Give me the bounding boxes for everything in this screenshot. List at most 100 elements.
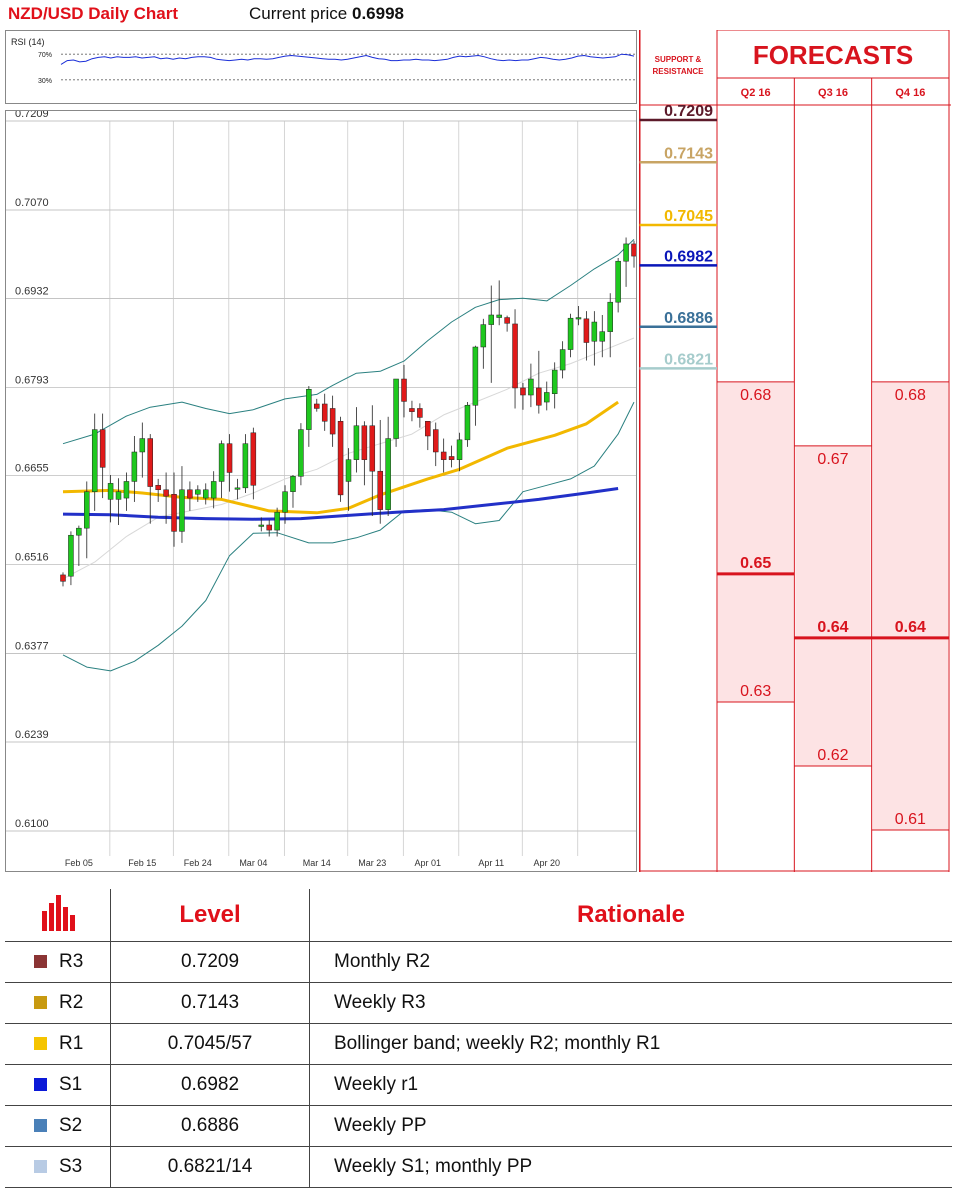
forecast-low: 0.61 (895, 811, 926, 828)
candle-body (361, 425, 368, 460)
rsi-line (60, 53, 635, 65)
x-tick-label: Mar 14 (303, 858, 331, 868)
candle-body (591, 321, 598, 342)
candle-body (115, 491, 122, 500)
y-tick-label: 0.6239 (15, 729, 49, 741)
forecast-high: 0.68 (740, 387, 771, 404)
forecast-mid: 0.64 (895, 619, 926, 636)
moving-average-blue (62, 487, 619, 521)
candle-body (472, 346, 479, 406)
candle-body (551, 369, 558, 394)
bar-chart-icon (41, 894, 75, 931)
chart-title: NZD/USD Daily Chart (8, 4, 179, 23)
level-swatch (34, 1119, 47, 1132)
candle-body (274, 511, 280, 531)
level-value: 0.7143 (110, 982, 310, 1024)
candle-body (432, 429, 439, 453)
sr-level-value: 0.7045 (664, 208, 713, 225)
table-row: R2 0.7143 Weekly R3 (5, 982, 952, 1024)
level-rationale: Weekly PP (309, 1105, 952, 1147)
candle-body (258, 524, 265, 527)
candle-body (147, 438, 153, 487)
level-rationale: Monthly R2 (309, 941, 952, 983)
bar-chart-icon-cell (5, 889, 111, 942)
candle-body (314, 403, 320, 409)
quarter-label: Q2 16 (741, 87, 771, 99)
sr-level-value: 0.7209 (664, 103, 713, 120)
candle-body (417, 408, 423, 418)
level-name: S2 (59, 1115, 83, 1136)
candle-body (615, 260, 621, 303)
candle-body (464, 405, 471, 441)
table-header-row: Level Rationale (5, 889, 952, 942)
candle-body (536, 387, 542, 406)
candle-body (377, 470, 383, 510)
candle-body (266, 524, 272, 531)
x-tick-label: Apr 11 (478, 858, 504, 868)
candle-body (488, 314, 494, 325)
candle-body (559, 349, 566, 371)
candle-body (242, 443, 249, 489)
level-value: 0.6886 (110, 1105, 310, 1147)
level-swatch (34, 1160, 47, 1173)
sr-level-value: 0.6821 (664, 351, 713, 368)
forecast-high: 0.68 (895, 387, 926, 404)
levels-table: Level Rationale R3 0.7209 Monthly R2 R2 … (5, 889, 952, 1188)
candle-body (250, 432, 257, 486)
candle-body (60, 574, 66, 582)
candle-body (393, 378, 399, 439)
candle-body (385, 438, 391, 510)
bollinger-lower-line (62, 401, 635, 672)
candle-body (218, 443, 225, 482)
y-tick-label: 0.7070 (15, 197, 49, 209)
rsi-tick-70: 70% (38, 52, 52, 59)
y-tick-label: 0.6377 (15, 641, 49, 653)
table-row: R3 0.7209 Monthly R2 (5, 941, 952, 983)
candle-body (575, 317, 582, 320)
y-tick-label: 0.6655 (15, 463, 49, 475)
forecast-panel: SUPPORT & RESISTANCE 0.7209 0.7143 0.7045 0.6… (638, 29, 951, 872)
table-row: S3 0.6821/14 Weekly S1; monthly PP (5, 1146, 952, 1188)
candlestick-chart: 0.7209 0.7070 0.6932 0.6793 0.6655 0.6516 0.63… (6, 108, 637, 868)
candle-body (131, 451, 138, 482)
header-rationale: Rationale (309, 889, 952, 942)
candle-body (369, 425, 376, 472)
y-tick-label: 0.6932 (15, 285, 49, 297)
candle-body (306, 389, 312, 430)
forecast-range (718, 381, 794, 702)
candle-body (234, 487, 241, 490)
price-value: 0.6998 (352, 4, 404, 23)
level-value: 0.7209 (110, 941, 310, 983)
rsi-panel: RSI (14) 70% 30% (5, 30, 637, 104)
candle-body (99, 429, 106, 468)
x-tick-label: Apr 01 (415, 858, 442, 868)
level-rationale: Weekly S1; monthly PP (309, 1146, 952, 1188)
y-tick-label: 0.6793 (15, 374, 49, 386)
sr-title-1: SUPPORT & (655, 55, 702, 64)
forecast-mid: 0.64 (817, 619, 848, 636)
candle-body (353, 425, 360, 460)
level-rationale: Weekly R3 (309, 982, 952, 1024)
x-tick-label: Feb 05 (65, 858, 93, 868)
candle-body (520, 387, 526, 396)
rsi-tick-30: 30% (38, 78, 52, 85)
candle-body (528, 378, 534, 396)
x-tick-label: Mar 23 (358, 858, 386, 868)
candle-body (210, 481, 217, 499)
x-tick-label: Feb 24 (184, 858, 212, 868)
candle-body (123, 481, 130, 499)
candle-body (195, 489, 201, 495)
candle-body (139, 438, 146, 453)
candle-body (504, 317, 510, 324)
rsi-chart: RSI (14) 70% 30% (11, 37, 636, 85)
candle-body (76, 527, 82, 536)
level-name: S3 (59, 1156, 83, 1177)
quarter-label: Q4 16 (895, 87, 925, 99)
level-swatch (34, 996, 47, 1009)
forecast-low: 0.63 (740, 683, 771, 700)
candle-body (425, 421, 431, 437)
current-price: Current price 0.6998 (249, 4, 404, 24)
price-chart: 0.7209 0.7070 0.6932 0.6793 0.6655 0.6516 0.63… (5, 108, 637, 872)
quarter-label: Q3 16 (818, 87, 848, 99)
forecast-range (795, 445, 871, 766)
